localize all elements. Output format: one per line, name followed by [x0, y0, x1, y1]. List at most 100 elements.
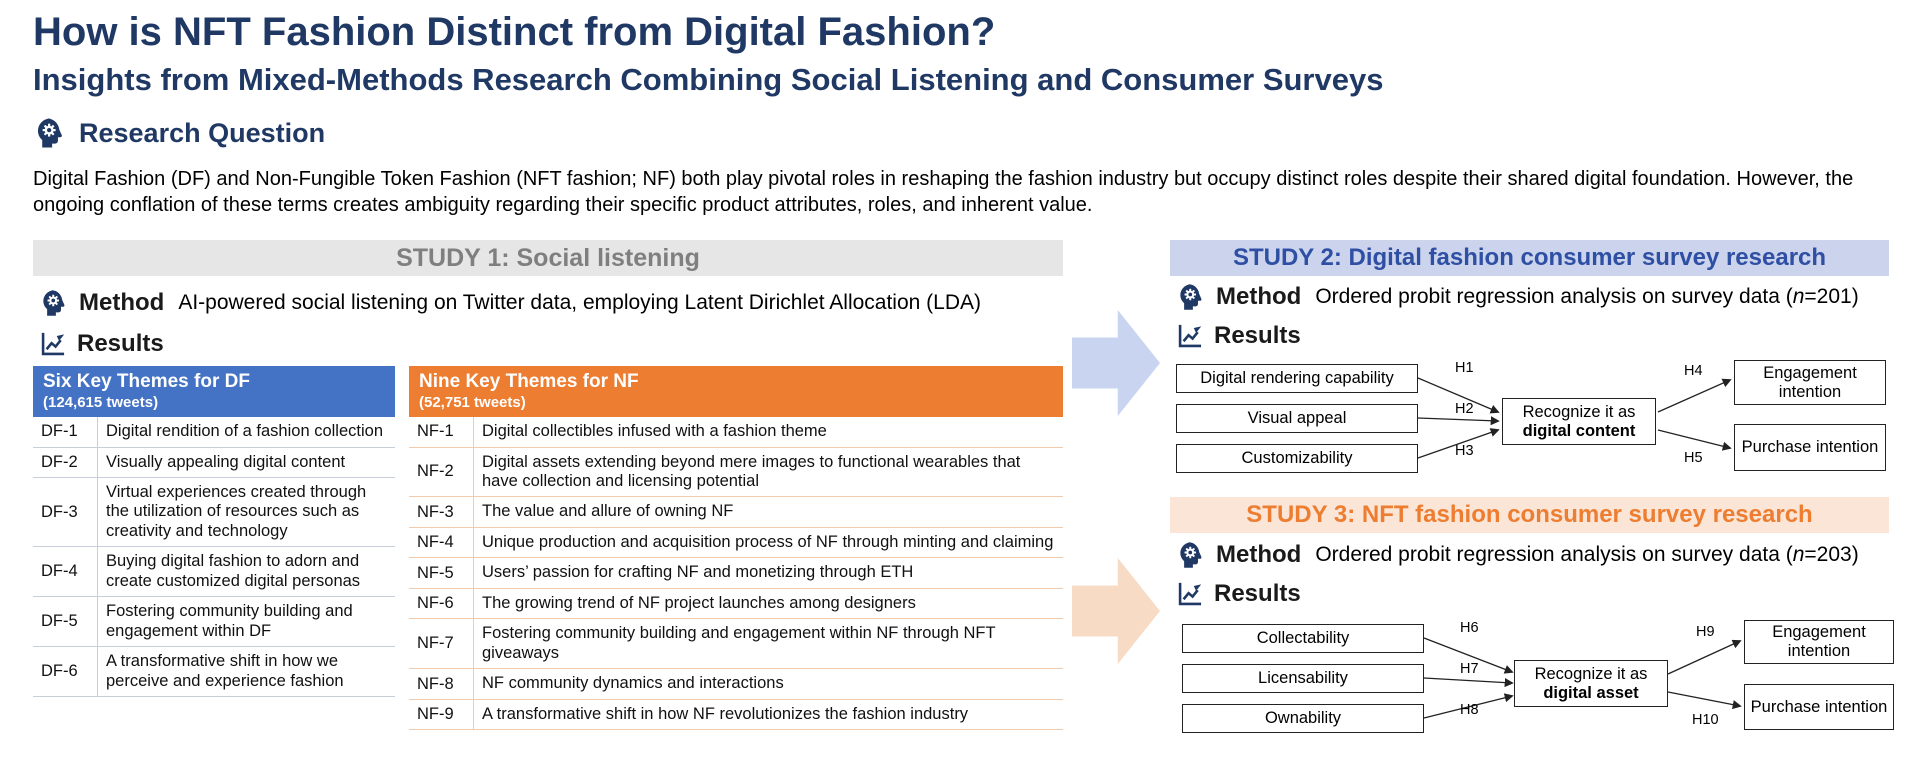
table-row: DF-4 Buying digital fashion to adorn and…	[33, 547, 395, 598]
hypothesis-label: H10	[1692, 712, 1719, 728]
theme-id: NF-2	[409, 447, 474, 497]
theme-id: NF-4	[409, 527, 474, 558]
method-text-suffix: =201)	[1804, 285, 1859, 308]
theme-id: DF-1	[33, 417, 98, 447]
method-label: Method	[79, 289, 165, 316]
theme-id: NF-1	[409, 417, 474, 447]
study3-title: STUDY 3: NFT fashion consumer survey res…	[1246, 501, 1813, 528]
method-text-suffix: =203)	[1804, 543, 1859, 566]
head-gear-icon	[39, 288, 69, 318]
df-table-header: Six Key Themes for DF (124,615 tweets)	[33, 366, 395, 418]
study2-method-row: Method Ordered probit regression analysi…	[1176, 282, 1859, 312]
theme-id: NF-7	[409, 619, 474, 669]
study2-connector-lines	[1417, 377, 1732, 459]
theme-text: The growing trend of NF project launches…	[482, 593, 916, 612]
study1-tables: Six Key Themes for DF (124,615 tweets) D…	[33, 366, 1063, 731]
method-label: Method	[1216, 283, 1302, 310]
method-text-prefix: Ordered probit regression analysis on su…	[1315, 285, 1793, 308]
study2-header-bar: STUDY 2: Digital fashion consumer survey…	[1170, 240, 1889, 276]
mediator-line2: digital asset	[1543, 683, 1639, 702]
theme-id: NF-8	[409, 669, 474, 699]
theme-text: Digital assets extending beyond mere ima…	[482, 452, 1021, 490]
page-title: How is NFT Fashion Distinct from Digital…	[33, 10, 996, 54]
results-label: Results	[1214, 580, 1301, 607]
study3-header-bar: STUDY 3: NFT fashion consumer survey res…	[1170, 497, 1889, 533]
table-row: DF-5 Fostering community building and en…	[33, 597, 395, 648]
head-gear-icon	[33, 116, 67, 150]
theme-id: NF-9	[409, 699, 474, 730]
study2-results-row: Results	[1176, 322, 1305, 350]
study1-section: STUDY 1: Social listening Method AI-powe…	[33, 240, 1063, 731]
predictor-box: Collectability	[1182, 624, 1424, 653]
hypothesis-label: H9	[1696, 624, 1715, 640]
research-question-body: Digital Fashion (DF) and Non-Fungible To…	[33, 168, 1854, 217]
study1-method-row: Method AI-powered social listening on Tw…	[39, 288, 1063, 318]
theme-text: Fostering community building and engagem…	[482, 624, 996, 662]
research-question-heading: Research Question	[79, 117, 326, 148]
table-row: NF-9 A transformative shift in how NF re…	[409, 699, 1063, 731]
chart-icon	[1176, 580, 1204, 608]
table-row: DF-2 Visually appealing digital content	[33, 447, 395, 478]
table-row: NF-6 The growing trend of NF project lau…	[409, 588, 1063, 620]
study3-flow-arrow-icon	[1072, 558, 1160, 664]
df-themes-table: Six Key Themes for DF (124,615 tweets) D…	[33, 366, 395, 698]
nf-themes-table: Nine Key Themes for NF (52,751 tweets) N…	[409, 366, 1063, 731]
table-row: NF-3 The value and allure of owning NF	[409, 497, 1063, 528]
method-label: Method	[1216, 541, 1302, 568]
head-gear-icon	[1176, 540, 1206, 570]
theme-text: Users’ passion for crafting NF and monet…	[482, 563, 914, 582]
theme-text: Buying digital fashion to adorn and crea…	[106, 552, 361, 590]
hypothesis-label: H1	[1455, 360, 1474, 376]
mediator-line1: Recognize it as	[1534, 664, 1648, 683]
nf-table-subtitle: (52,751 tweets)	[419, 393, 526, 411]
n-symbol: n	[1792, 543, 1805, 566]
results-label: Results	[77, 330, 164, 357]
table-row: NF-5 Users’ passion for crafting NF and …	[409, 558, 1063, 589]
table-row: NF-2 Digital assets extending beyond mer…	[409, 447, 1063, 498]
theme-id: DF-5	[33, 597, 98, 647]
hypothesis-label: H7	[1460, 661, 1479, 677]
table-row: NF-4 Unique production and acquisition p…	[409, 527, 1063, 559]
theme-id: NF-5	[409, 558, 474, 588]
study3-method-row: Method Ordered probit regression analysi…	[1176, 540, 1859, 570]
df-table-title: Six Key Themes for DF	[43, 371, 250, 392]
mediator-box: Recognize it as digital content	[1502, 398, 1656, 445]
predictor-box: Visual appeal	[1176, 404, 1418, 433]
hypothesis-label: H5	[1684, 450, 1703, 466]
theme-text: Digital collectibles infused with a fash…	[482, 422, 827, 441]
theme-text: Digital rendition of a fashion collectio…	[106, 422, 383, 441]
study3-method-text: Ordered probit regression analysis on su…	[1315, 543, 1858, 567]
study1-results-row: Results	[39, 330, 1063, 358]
theme-text: A transformative shift in how we perceiv…	[106, 652, 344, 690]
page-subtitle: Insights from Mixed-Methods Research Com…	[33, 62, 1384, 97]
hypothesis-label: H2	[1455, 401, 1474, 417]
hypothesis-label: H6	[1460, 620, 1479, 636]
mediator-line1: Recognize it as	[1522, 402, 1636, 421]
method-text-prefix: Ordered probit regression analysis on su…	[1315, 543, 1793, 566]
theme-text: A transformative shift in how NF revolut…	[482, 704, 969, 723]
study3-results-row: Results	[1176, 580, 1305, 608]
mediator-box: Recognize it as digital asset	[1514, 660, 1668, 707]
research-question-heading-row: Research Question	[33, 116, 325, 150]
mediator-line2: digital content	[1522, 421, 1636, 440]
outcome-box: Purchase intention	[1744, 684, 1894, 730]
study2-path-diagram: Digital rendering capability Visual appe…	[1168, 358, 1892, 492]
outcome-box: Purchase intention	[1734, 424, 1886, 471]
theme-id: NF-6	[409, 588, 474, 619]
study2-method-text: Ordered probit regression analysis on su…	[1315, 285, 1858, 309]
n-symbol: n	[1792, 285, 1805, 308]
predictor-box: Ownability	[1182, 704, 1424, 733]
theme-text: Fostering community building and engagem…	[106, 602, 353, 640]
table-row: NF-7 Fostering community building and en…	[409, 619, 1063, 670]
outcome-box: Engagement intention	[1734, 360, 1886, 405]
outcome-box: Engagement intention	[1744, 620, 1894, 664]
theme-text: The value and allure of owning NF	[482, 502, 734, 521]
hypothesis-label: H4	[1684, 363, 1703, 379]
theme-id: DF-2	[33, 447, 98, 477]
theme-id: DF-6	[33, 647, 98, 697]
study1-header-bar: STUDY 1: Social listening	[33, 240, 1063, 276]
predictor-box: Customizability	[1176, 444, 1418, 473]
theme-text: Visually appealing digital content	[106, 452, 346, 471]
nf-table-header: Nine Key Themes for NF (52,751 tweets)	[409, 366, 1063, 418]
chart-icon	[39, 330, 67, 358]
